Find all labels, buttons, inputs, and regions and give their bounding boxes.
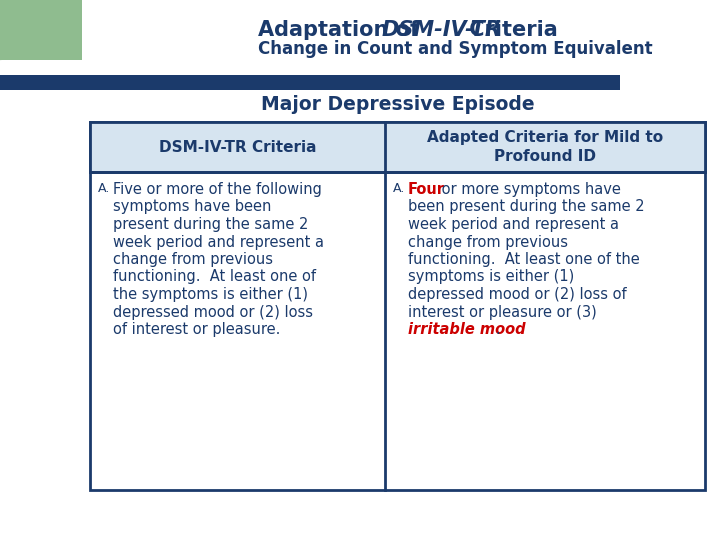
Text: DSM-IV-TR Criteria: DSM-IV-TR Criteria (158, 139, 316, 154)
Text: Adapted Criteria for Mild to
Profound ID: Adapted Criteria for Mild to Profound ID (427, 130, 663, 164)
Text: depressed mood or (2) loss of: depressed mood or (2) loss of (408, 287, 626, 302)
Text: change from previous: change from previous (408, 234, 568, 249)
Text: DSM-IV-TR: DSM-IV-TR (382, 20, 502, 40)
Text: week period and represent a: week period and represent a (408, 217, 619, 232)
Bar (0, 75, 620, 90)
Text: depressed mood or (2) loss: depressed mood or (2) loss (113, 305, 313, 320)
Text: been present during the same 2: been present during the same 2 (408, 199, 644, 214)
Text: functioning.  At least one of the: functioning. At least one of the (408, 252, 640, 267)
Text: the symptoms is either (1): the symptoms is either (1) (113, 287, 308, 302)
Text: Major Depressive Episode: Major Depressive Episode (261, 95, 534, 114)
Text: Five or more of the following: Five or more of the following (113, 182, 322, 197)
Text: symptoms have been: symptoms have been (113, 199, 271, 214)
Text: present during the same 2: present during the same 2 (113, 217, 308, 232)
Text: or more symptoms have: or more symptoms have (437, 182, 621, 197)
Text: A.: A. (393, 182, 405, 195)
Text: functioning.  At least one of: functioning. At least one of (113, 269, 316, 285)
Text: irritable mood: irritable mood (408, 322, 526, 337)
Text: week period and represent a: week period and represent a (113, 234, 324, 249)
Text: .: . (495, 322, 500, 337)
Bar (90, 122, 705, 172)
Bar (0, 0, 82, 540)
Text: of interest or pleasure.: of interest or pleasure. (113, 322, 280, 337)
Text: A.: A. (98, 182, 110, 195)
Text: Criteria: Criteria (462, 20, 558, 40)
Text: symptoms is either (1): symptoms is either (1) (408, 269, 575, 285)
Bar (90, 122, 705, 490)
FancyBboxPatch shape (0, 60, 94, 540)
Text: Four: Four (408, 182, 445, 197)
Text: change from previous: change from previous (113, 252, 273, 267)
Text: Change in Count and Symptom Equivalent: Change in Count and Symptom Equivalent (258, 40, 652, 58)
Text: interest or pleasure or (3): interest or pleasure or (3) (408, 305, 597, 320)
Text: Adaptation of: Adaptation of (258, 20, 426, 40)
